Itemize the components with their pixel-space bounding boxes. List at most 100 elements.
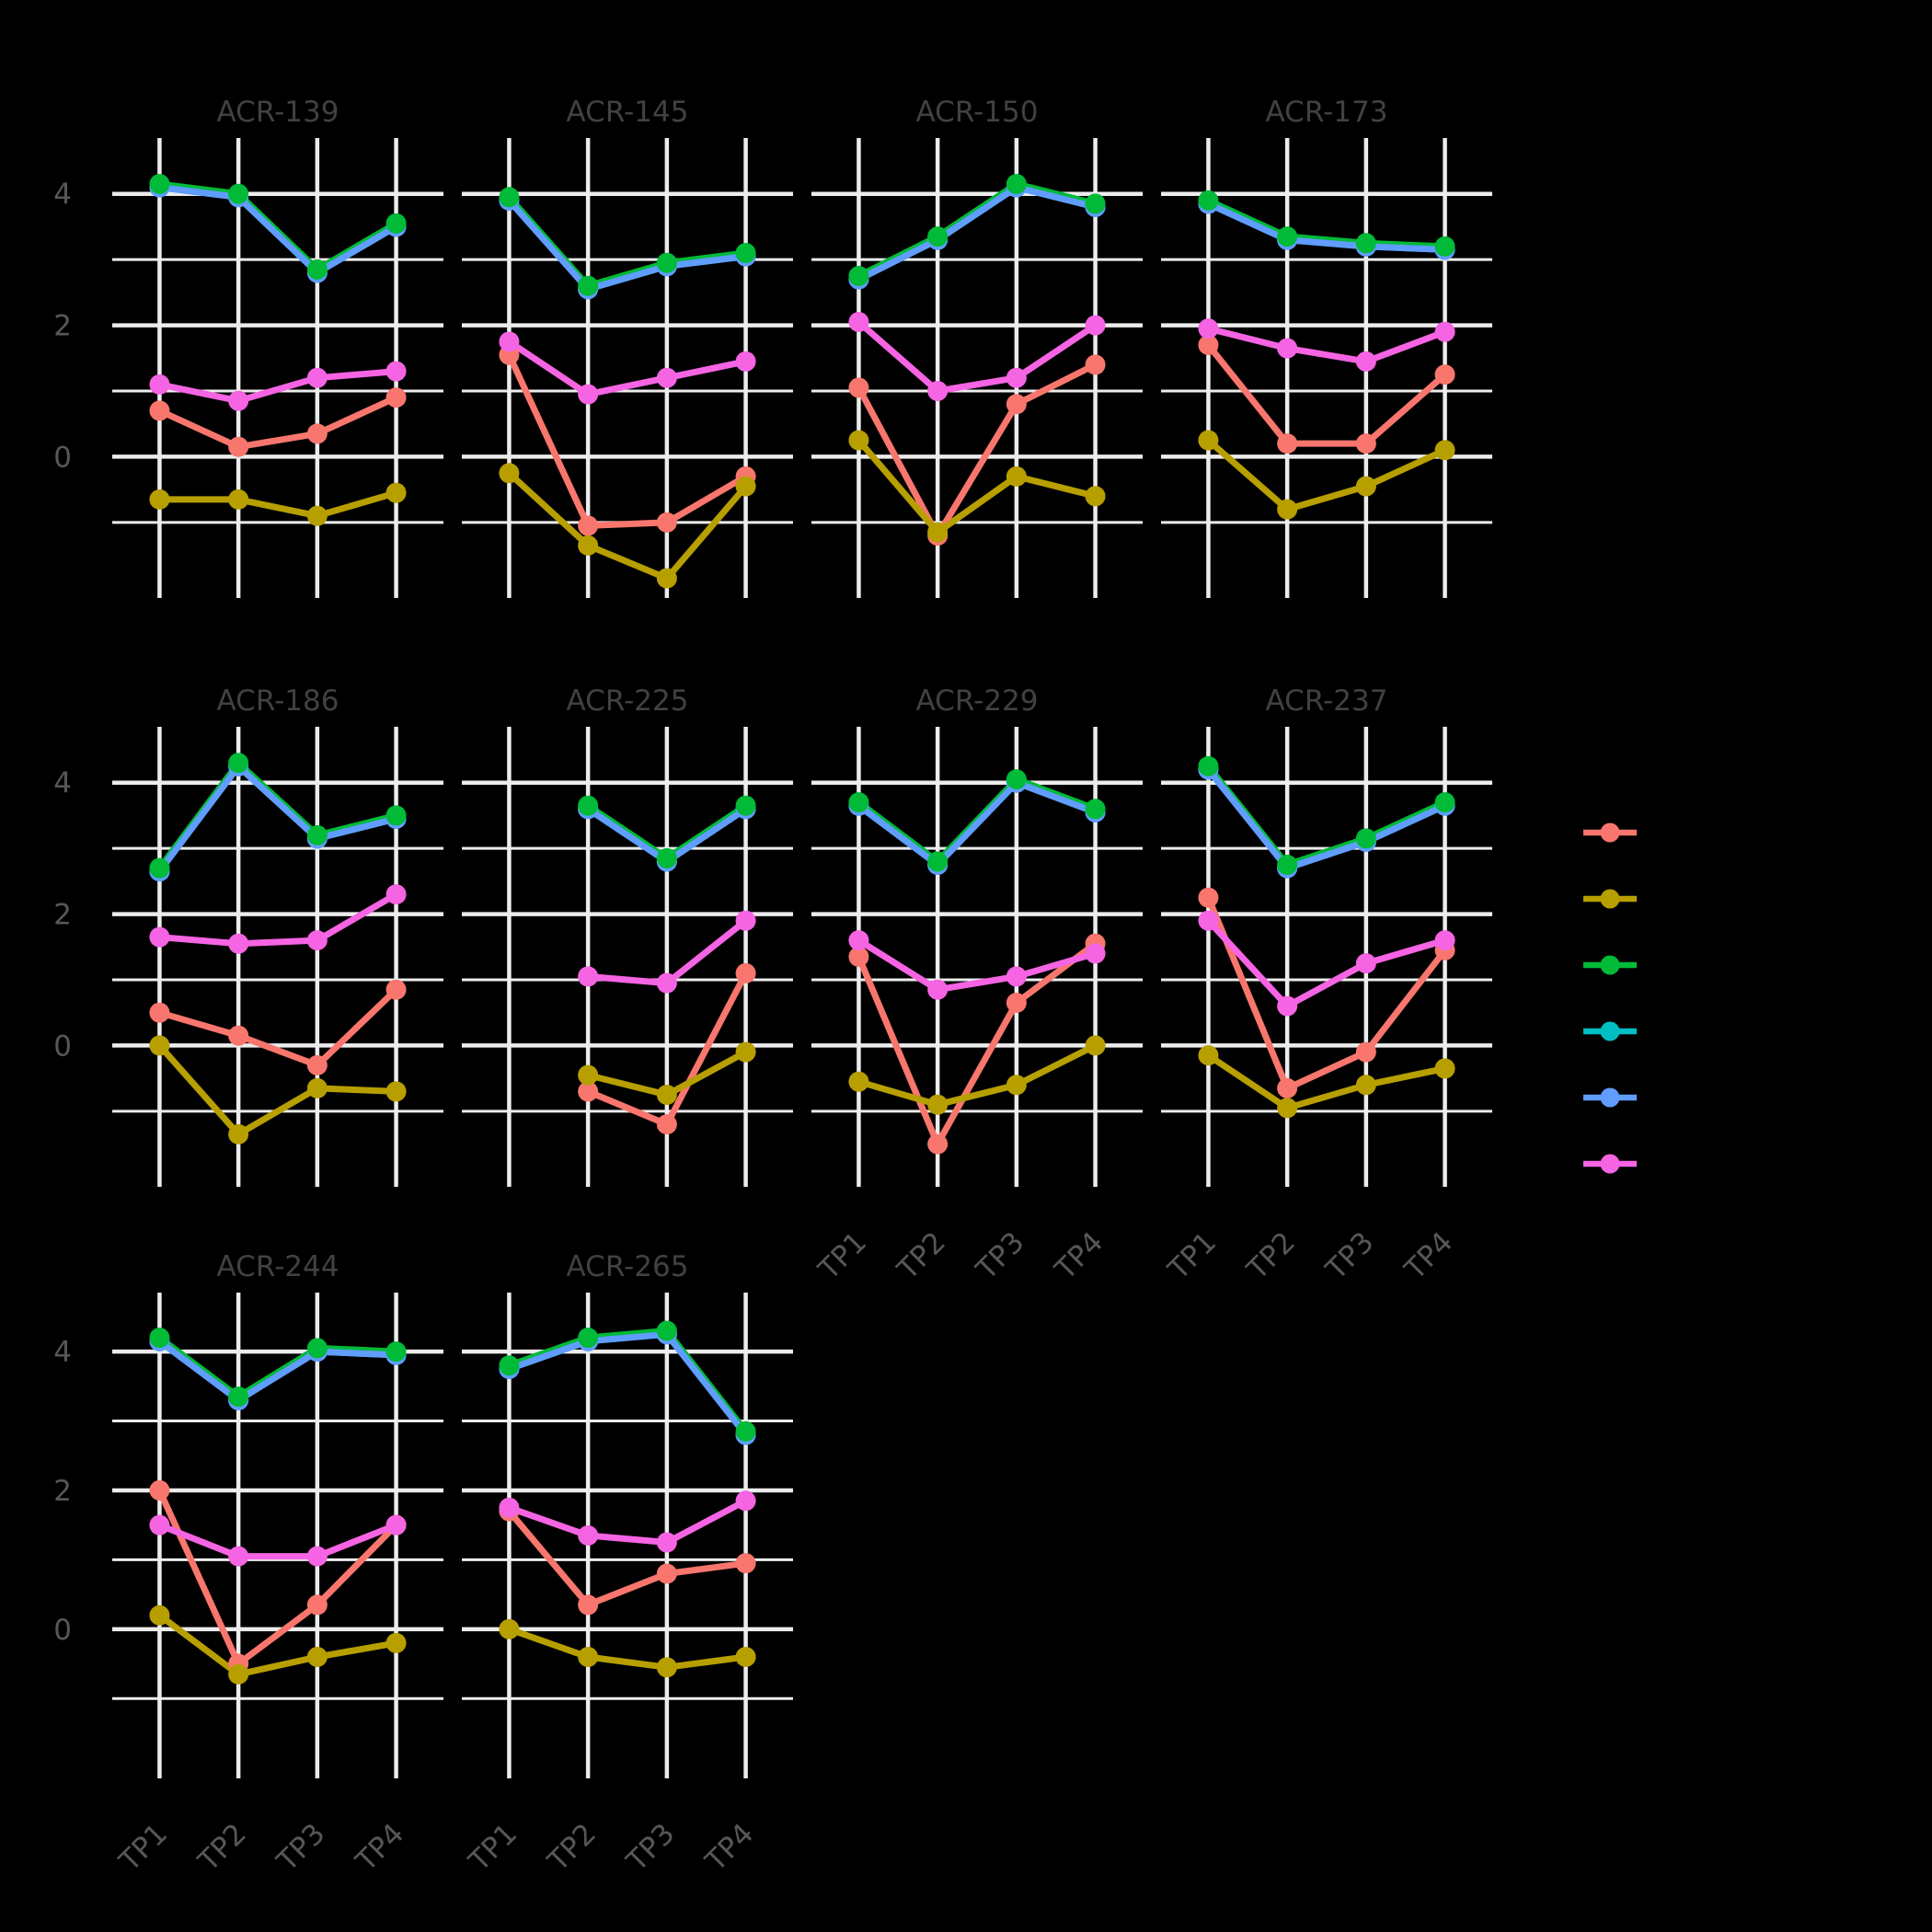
data-point-salmon	[927, 1133, 949, 1155]
data-point-magenta	[149, 374, 170, 395]
facet-title: ACR-139	[217, 96, 339, 129]
facet-panel-ACR-237: ACR-237 TP1 TP2 TP3 TP4	[1161, 684, 1492, 1287]
data-point-salmon	[306, 1054, 328, 1075]
series-line-magenta	[1204, 917, 1449, 1010]
data-point-magenta	[848, 930, 869, 951]
legend-key-dot-icon	[1600, 955, 1620, 975]
data-point-magenta	[1277, 995, 1298, 1017]
data-point-green	[306, 259, 328, 280]
data-point-magenta	[578, 966, 599, 987]
series-line-blue	[1204, 765, 1449, 872]
x-axis-tick-label: TP2	[191, 1817, 253, 1879]
series-line-green	[505, 1328, 750, 1435]
data-point-salmon	[149, 400, 170, 421]
series-line-salmon	[855, 361, 1099, 539]
series-line-blue	[155, 1338, 400, 1404]
data-point-olive	[735, 1647, 756, 1667]
data-point-salmon	[1434, 364, 1455, 385]
x-axis-tick-label: TP1	[811, 1225, 873, 1287]
data-point-olive	[848, 430, 869, 451]
data-point-olive	[735, 476, 756, 497]
series-line-magenta	[505, 1497, 750, 1546]
data-point-olive	[1434, 440, 1455, 461]
facet-title: ACR-186	[217, 684, 339, 718]
data-point-magenta	[927, 979, 949, 1000]
data-point-green	[578, 795, 599, 816]
data-point-olive	[149, 1604, 170, 1626]
y-axis-tick-label: 0	[53, 1029, 72, 1063]
legend-key-dot-icon	[1600, 1154, 1620, 1174]
data-point-olive	[656, 1657, 677, 1678]
facet-panel-ACR-173: ACR-173	[1161, 96, 1492, 598]
x-axis-tick-label: TP3	[270, 1817, 332, 1879]
data-point-olive	[499, 1618, 520, 1639]
data-point-salmon	[1355, 433, 1376, 454]
x-axis-tick-label: TP4	[350, 1817, 411, 1879]
data-point-salmon	[1277, 1077, 1298, 1098]
data-point-olive	[656, 1085, 677, 1105]
x-axis-tick-label: TP3	[620, 1817, 682, 1879]
data-point-olive	[578, 1064, 599, 1086]
data-point-green	[735, 1420, 756, 1442]
data-point-magenta	[1198, 910, 1219, 931]
series-line-salmon	[155, 986, 400, 1069]
data-point-magenta	[1277, 338, 1298, 359]
data-point-salmon	[1006, 993, 1027, 1013]
data-point-salmon	[1198, 887, 1219, 908]
data-point-salmon	[1277, 433, 1298, 454]
data-point-magenta	[735, 1490, 756, 1512]
series-line-blue	[505, 197, 750, 293]
legend-key-dot-icon	[1600, 822, 1620, 843]
data-point-magenta	[499, 1497, 520, 1518]
series-line-magenta	[855, 937, 1099, 994]
series-line-olive	[155, 1041, 400, 1138]
data-point-green	[1355, 233, 1376, 254]
facet-panel-ACR-150: ACR-150	[811, 96, 1143, 598]
series-line-olive	[855, 1041, 1099, 1109]
y-axis-tick-label: 4	[53, 767, 72, 800]
data-point-green	[735, 243, 756, 263]
data-point-magenta	[1006, 966, 1027, 987]
legend	[1583, 822, 1637, 1174]
data-point-magenta	[228, 933, 249, 954]
data-point-green	[306, 1338, 328, 1359]
facet-panel-ACR-139: ACR-139	[112, 96, 443, 598]
data-point-magenta	[499, 331, 520, 352]
data-point-green	[1085, 799, 1106, 820]
facet-title: ACR-244	[217, 1250, 339, 1283]
series-line-olive	[155, 1612, 400, 1678]
data-point-magenta	[1085, 315, 1106, 336]
data-point-salmon	[306, 423, 328, 444]
data-point-olive	[848, 1071, 869, 1092]
data-point-magenta	[578, 1525, 599, 1546]
series-line-olive	[505, 469, 750, 582]
series-line-olive	[505, 1626, 750, 1671]
data-point-magenta	[306, 1546, 328, 1567]
data-point-magenta	[735, 351, 756, 372]
data-point-olive	[1085, 1035, 1106, 1056]
data-point-green	[1006, 174, 1027, 194]
series-line-salmon	[505, 351, 750, 529]
data-point-olive	[149, 1035, 170, 1056]
x-axis-tick-label: TP4	[1398, 1225, 1460, 1287]
data-point-green	[1355, 828, 1376, 849]
facet-title: ACR-173	[1266, 96, 1388, 129]
data-point-magenta	[228, 390, 249, 411]
data-point-salmon	[848, 377, 869, 398]
series-line-blue	[1204, 200, 1449, 253]
legend-item	[1583, 955, 1637, 975]
legend-key-dot-icon	[1600, 1021, 1620, 1041]
data-point-magenta	[848, 312, 869, 332]
data-point-green	[578, 275, 599, 296]
data-point-olive	[927, 1094, 949, 1115]
data-point-olive	[1434, 1058, 1455, 1079]
series-line-salmon	[1204, 341, 1449, 447]
facet-panel-ACR-265: ACR-265 TP1 TP2 TP3 TP4	[462, 1250, 793, 1879]
data-point-green	[1434, 236, 1455, 257]
data-point-olive	[1277, 499, 1298, 520]
data-point-green	[306, 824, 328, 845]
legend-key-dot-icon	[1600, 889, 1620, 909]
data-point-magenta	[735, 910, 756, 931]
